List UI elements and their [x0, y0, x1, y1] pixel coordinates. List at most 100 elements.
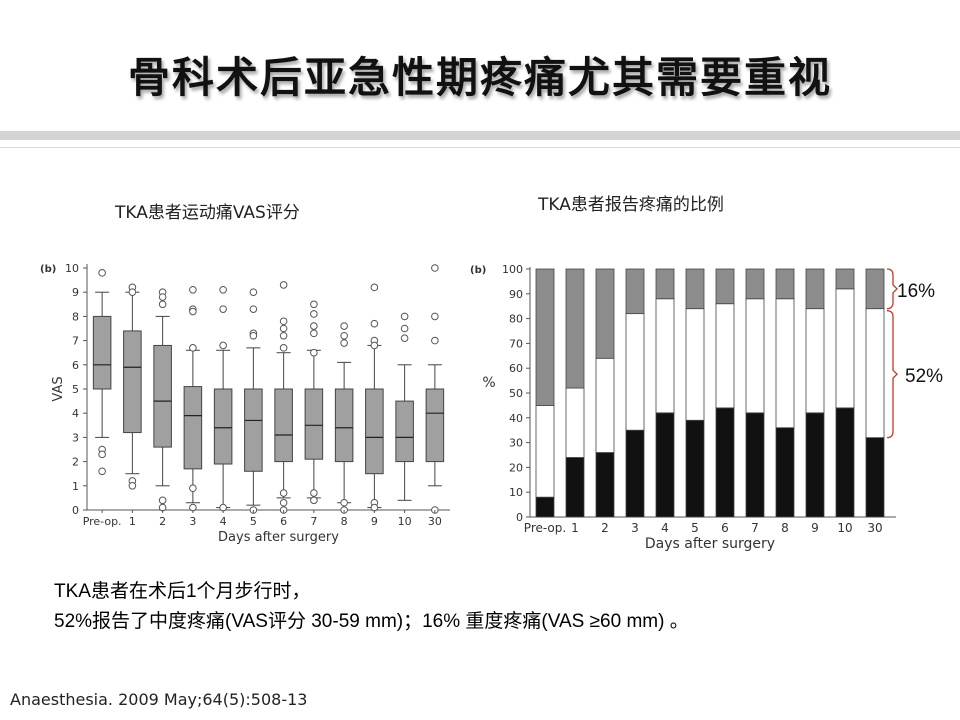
bar-segment-0 [805, 412, 825, 518]
box-iqr [395, 400, 414, 463]
box-iqr [123, 330, 142, 434]
box-group [213, 285, 233, 512]
box-outlier [219, 285, 227, 294]
bar-panel-label: (b) [470, 265, 486, 276]
box-outlier [310, 489, 318, 497]
box-x-tick-label: 30 [428, 515, 442, 528]
bar-segment-2 [715, 268, 735, 305]
box-outlier [189, 307, 197, 316]
box-outlier [370, 283, 379, 292]
bar-x-tick-label: 30 [867, 521, 882, 535]
box-x-tick-label: 8 [341, 515, 348, 528]
box-iqr [425, 388, 445, 463]
bracket-0 [886, 268, 898, 310]
bar-segment-1 [715, 303, 735, 409]
bar-segment-2 [535, 268, 555, 406]
bar-segment-1 [685, 308, 705, 421]
box-outlier [310, 310, 318, 318]
bar-segment-2 [775, 268, 795, 300]
box-iqr [304, 388, 324, 460]
bar-x-tick-label: 6 [721, 521, 729, 535]
bar-x-tick-label: 8 [781, 521, 789, 535]
bar-x-tick-label: 2 [601, 521, 609, 535]
header-divider-thin [0, 147, 960, 148]
bar-segment-1 [775, 298, 795, 429]
box-iqr [213, 388, 233, 465]
box-outlier [279, 317, 288, 326]
bar-segment-0 [865, 437, 885, 518]
bar-x-tick-label: Pre-op. [524, 521, 566, 535]
box-outlier [189, 344, 197, 352]
bar-segment-0 [775, 427, 795, 518]
box-outlier [279, 498, 288, 507]
bar-y-tick-label: 100 [502, 263, 523, 276]
box-x-tick-label: 2 [159, 515, 166, 528]
box-group [425, 264, 445, 514]
box-y-tick-label: 5 [72, 383, 79, 396]
bar-segment-2 [835, 268, 855, 290]
box-outlier [310, 496, 318, 505]
bar-segment-1 [865, 308, 885, 439]
bracket-1 [886, 310, 898, 439]
bar-segment-2 [625, 268, 645, 315]
box-group [395, 312, 414, 501]
box-outlier [158, 293, 167, 301]
bar-segment-0 [835, 407, 855, 518]
box-outlier [279, 344, 288, 352]
box-y-tick-label: 6 [72, 359, 79, 372]
bar-x-tick-label: 5 [691, 521, 699, 535]
box-outlier [189, 285, 197, 294]
slide-title: 骨科术后亚急性期疼痛尤其需要重视 [127, 53, 832, 102]
bar-segment-0 [535, 496, 555, 518]
bar-y-tick-label: 10 [509, 486, 523, 499]
box-iqr [183, 386, 203, 470]
box-iqr [334, 388, 354, 463]
box-group [244, 288, 263, 514]
box-x-tick-label: 7 [310, 515, 317, 528]
box-iqr [92, 315, 112, 390]
bar-segment-2 [685, 268, 705, 310]
box-iqr [153, 344, 172, 448]
box-iqr [274, 388, 293, 463]
bar-y-tick-label: 80 [509, 313, 523, 326]
bar-y-tick-label: 30 [509, 437, 523, 450]
box-outlier [310, 300, 318, 309]
bar-y-axis-label: % [482, 375, 495, 391]
bar-x-tick-label: 7 [751, 521, 759, 535]
bar-segment-1 [595, 357, 615, 453]
box-outlier [219, 305, 227, 313]
box-y-tick-label: 3 [72, 431, 79, 444]
bar-segment-2 [565, 268, 585, 389]
box-y-tick-label: 8 [72, 310, 79, 323]
summary-line-1: TKA患者在术后1个月步行时， [54, 581, 311, 602]
bar-y-tick-label: 50 [509, 387, 523, 400]
bar-segment-2 [655, 268, 675, 300]
box-outlier [431, 264, 439, 272]
box-panel-label: (b) [40, 264, 56, 275]
box-x-tick-label: 4 [220, 515, 227, 528]
box-outlier [279, 489, 288, 497]
box-x-tick-label: 5 [250, 515, 257, 528]
box-x-tick-label: 6 [280, 515, 287, 528]
box-y-tick-label: 1 [72, 480, 79, 493]
bar-segment-1 [745, 298, 765, 414]
box-x-tick-label: 3 [189, 515, 196, 528]
box-outlier [400, 312, 409, 321]
box-outlier [158, 300, 167, 309]
bar-segment-0 [625, 429, 645, 518]
box-y-tick-label: 9 [72, 286, 79, 299]
box-chart-title: TKA患者运动痛VAS评分 [115, 203, 300, 223]
box-outlier [279, 281, 288, 289]
bracket-label-1: 52% [905, 366, 943, 387]
box-x-tick-label: Pre-op. [83, 515, 122, 528]
citation: Anaesthesia. 2009 May;64(5):508-13 [10, 690, 308, 709]
bar-x-tick-label: 3 [631, 521, 639, 535]
box-outlier [128, 288, 137, 297]
bar-segment-0 [745, 412, 765, 518]
box-group [183, 285, 203, 512]
bar-segment-0 [595, 452, 615, 518]
bar-segment-2 [595, 268, 615, 359]
bracket-label-0: 16% [897, 281, 935, 302]
